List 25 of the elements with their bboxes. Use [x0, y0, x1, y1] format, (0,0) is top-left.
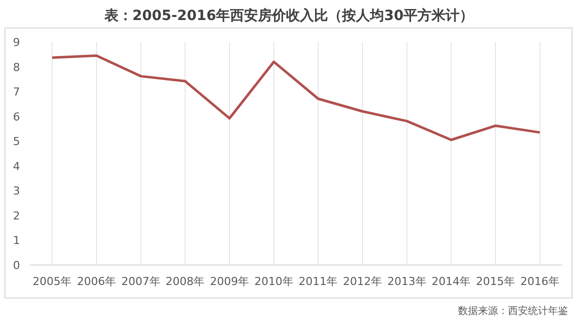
x-tick-label: 2010年 [254, 275, 294, 288]
y-tick-label: 1 [13, 234, 20, 248]
y-tick-label: 6 [13, 110, 20, 124]
y-tick-label: 8 [13, 60, 20, 74]
y-tick-label: 7 [13, 86, 20, 99]
x-tick-label: 2013年 [387, 275, 426, 288]
y-tick-label: 9 [13, 36, 20, 49]
x-tick-label: 2016年 [520, 275, 560, 288]
x-tick-label: 2011年 [298, 275, 338, 288]
x-tick-label: 2007年 [121, 275, 160, 288]
x-tick-label: 2006年 [77, 275, 116, 288]
y-tick-label: 4 [13, 160, 20, 173]
x-tick-label: 2015年 [476, 275, 515, 288]
chart-title: 表：2005-2016年西安房价收入比（按人均30平方米计） [103, 7, 474, 24]
source-note: 数据来源：西安统计年鉴 [458, 305, 568, 317]
x-tick-label: 2012年 [343, 275, 382, 288]
y-tick-label: 3 [13, 184, 20, 198]
x-tick-label: 2014年 [432, 275, 471, 288]
x-tick-label: 2009年 [210, 275, 249, 288]
y-tick-label: 0 [13, 259, 20, 272]
x-tick-label: 2005年 [32, 275, 72, 288]
y-tick-label: 2 [13, 209, 20, 222]
x-tick-label: 2008年 [166, 275, 205, 288]
y-tick-label: 5 [13, 135, 20, 148]
line-series [50, 54, 542, 142]
